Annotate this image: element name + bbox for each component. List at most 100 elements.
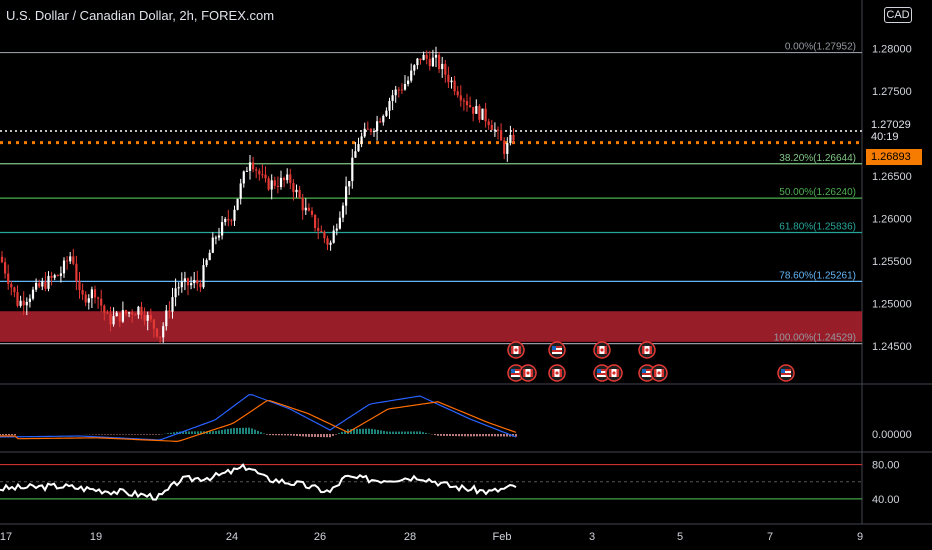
price-tick-label: 1.24500 — [872, 341, 912, 353]
flag-stripe — [781, 373, 791, 375]
candle-body — [379, 121, 382, 123]
candle-body — [239, 183, 242, 199]
candle-body — [388, 100, 391, 111]
candle-body — [10, 283, 13, 288]
candle-body — [41, 281, 44, 287]
rsi-upper-label: 80.00 — [872, 460, 900, 472]
candle-body — [47, 275, 50, 289]
maple-leaf — [514, 348, 518, 352]
currency-button[interactable]: CAD — [884, 7, 912, 23]
candle-body — [87, 298, 90, 303]
candle-body — [270, 180, 273, 190]
candle-body — [441, 63, 444, 70]
candle-body — [90, 289, 93, 299]
candle-body — [75, 263, 78, 282]
maple-leaf — [612, 371, 616, 375]
candle-body — [428, 58, 431, 67]
candle-body — [103, 305, 106, 313]
flag-band — [559, 369, 562, 377]
candle-body — [503, 140, 506, 154]
candle-body — [146, 315, 149, 321]
candle-body — [97, 297, 100, 299]
candle-body — [217, 235, 221, 238]
candle-body — [131, 312, 134, 315]
candle-body — [407, 80, 410, 85]
time-tick-label: 5 — [677, 531, 683, 543]
candle-body — [177, 287, 180, 289]
candle-body — [50, 275, 53, 278]
maple-leaf — [645, 348, 649, 352]
candle-body — [137, 306, 140, 315]
price-tick-label: 1.25000 — [872, 299, 912, 311]
candle-body — [69, 256, 72, 262]
candle-body — [255, 169, 258, 171]
flag-band — [616, 369, 619, 377]
candle-body — [22, 300, 25, 306]
candle-body — [304, 207, 307, 211]
candle-body — [264, 174, 267, 179]
price-tick-label: 1.26500 — [872, 171, 912, 183]
candle-body — [183, 278, 186, 282]
candle-body — [469, 105, 472, 107]
candle-body — [13, 287, 16, 293]
candle-body — [425, 54, 428, 59]
ca-flag-icon — [638, 341, 656, 359]
candle-body — [62, 260, 66, 274]
candle-body — [196, 279, 199, 284]
us-flag-icon — [548, 341, 566, 359]
candle-body — [25, 301, 28, 306]
candle-body — [56, 275, 59, 277]
candle-body — [493, 129, 496, 131]
candle-body — [478, 106, 481, 120]
flag-band — [654, 369, 657, 377]
candle-body — [245, 170, 248, 172]
candle-body — [4, 262, 7, 274]
candle-body — [140, 306, 143, 316]
candle-body — [31, 289, 35, 299]
candle-body — [314, 214, 317, 228]
maple-leaf — [526, 371, 530, 375]
maple-leaf — [600, 348, 604, 352]
flag-canton — [511, 369, 515, 373]
time-tick-label: 26 — [314, 531, 326, 543]
fib-level-label: 0.00%(1.27952) — [785, 42, 856, 53]
candle-body — [323, 231, 326, 239]
flag-stripe — [597, 369, 607, 371]
flag-stripe — [597, 373, 607, 375]
candle-body — [360, 136, 363, 145]
candle-body — [106, 312, 109, 314]
bar-countdown: 40:19 — [871, 131, 899, 143]
candle-body — [121, 310, 124, 322]
candle-body — [447, 74, 450, 83]
candle-body — [72, 256, 75, 264]
flag-band — [604, 346, 607, 354]
flag-canton — [597, 369, 601, 373]
us-flag-icon — [638, 364, 656, 382]
candle-body — [422, 54, 425, 61]
candle-body — [134, 314, 137, 316]
flag-stripe — [642, 373, 652, 375]
ca-flag-icon — [593, 341, 611, 359]
candles-group — [0, 46, 515, 344]
flag-canton — [552, 346, 556, 350]
flag-canton — [781, 369, 785, 373]
candle-body — [456, 91, 459, 96]
last-price-value: 1.27029 — [871, 119, 911, 131]
candle-body — [484, 108, 487, 122]
candle-body — [252, 162, 255, 170]
candle-body — [351, 157, 354, 182]
candle-body — [459, 95, 462, 101]
flag-band — [642, 346, 645, 354]
fib-level-label: 78.60%(1.25261) — [779, 270, 856, 281]
candle-body — [267, 178, 270, 190]
candle-body — [410, 70, 413, 81]
price-tick-label: 1.26000 — [872, 214, 912, 226]
candle-body — [301, 197, 304, 211]
candle-body — [472, 106, 475, 114]
candle-body — [28, 298, 31, 302]
candle-body — [416, 58, 419, 66]
candle-body — [376, 121, 379, 132]
candle-body — [143, 315, 146, 321]
candle-body — [230, 220, 233, 222]
